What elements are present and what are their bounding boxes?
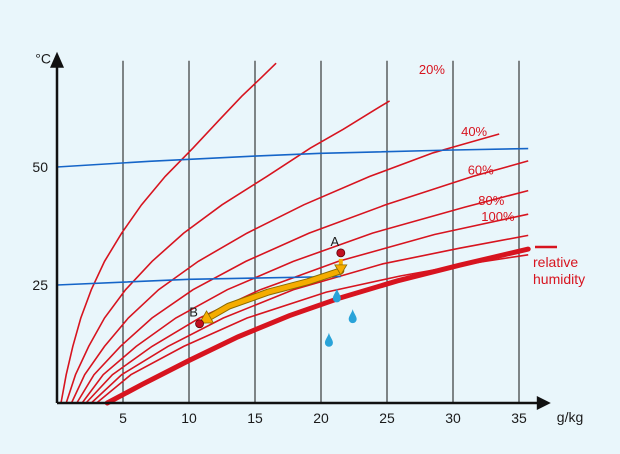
humidity-curve-60pct <box>90 234 529 404</box>
arrow-head-left <box>198 310 215 324</box>
legend-label-line: relative <box>533 254 578 270</box>
humidity-curves <box>60 62 531 406</box>
point-B <box>195 319 204 329</box>
x-axis-arrow <box>536 396 551 410</box>
humidity-curve-1 <box>65 100 391 404</box>
x-axis-label: g/kg <box>557 409 583 425</box>
rh-label-100pct: 100% <box>481 209 515 224</box>
humidity-curve-2 <box>70 133 500 404</box>
y-axis-arrow <box>50 51 64 68</box>
humidity-curve-4 <box>81 189 529 404</box>
humidity-curve-20pct <box>76 160 529 404</box>
legend: relative humidity <box>533 245 585 287</box>
isotherm-50 <box>56 147 529 168</box>
point-label-A: A <box>330 234 339 249</box>
x-tick-label-5: 5 <box>119 410 127 426</box>
legend-label-line: humidity <box>533 271 585 287</box>
axes <box>50 51 551 410</box>
humidity-curve-0 <box>60 62 277 404</box>
cooling-path <box>202 268 344 323</box>
chart-labels: 5 10 15 20 25 30 35 25 50 °C g/kg 20% 40% 60% 80%100% <box>32 51 583 426</box>
x-tick-label-20: 20 <box>313 410 329 426</box>
cooling-path-group <box>198 258 348 324</box>
water-drop-0 <box>332 288 341 303</box>
vertical-gridlines <box>122 60 520 403</box>
arrow-head-down <box>334 264 348 276</box>
y-tick-label-25: 25 <box>32 277 48 293</box>
state-points: AB <box>189 234 346 329</box>
rh-label-40pct: 40% <box>461 124 487 139</box>
rh-label-20pct: 20% <box>419 62 445 77</box>
legend-label: relative humidity <box>533 254 585 287</box>
saturation-curve <box>104 246 531 406</box>
x-tick-label-10: 10 <box>181 410 197 426</box>
point-A <box>336 248 346 258</box>
isotherm-25 <box>56 275 341 286</box>
x-tick-label-35: 35 <box>511 410 527 426</box>
y-tick-label-50: 50 <box>32 159 48 175</box>
point-label-B: B <box>189 305 198 320</box>
y-axis-label: °C <box>35 51 51 67</box>
isotherm-lines <box>56 147 529 286</box>
water-drop-2 <box>324 332 333 347</box>
rh-label-60pct: 60% <box>468 163 494 178</box>
rh-label-80pct: 80% <box>478 193 504 208</box>
x-tick-label-25: 25 <box>379 410 395 426</box>
x-tick-label-30: 30 <box>445 410 461 426</box>
condensation-drops <box>324 288 357 347</box>
x-tick-label-15: 15 <box>247 410 263 426</box>
water-drop-1 <box>348 309 357 324</box>
